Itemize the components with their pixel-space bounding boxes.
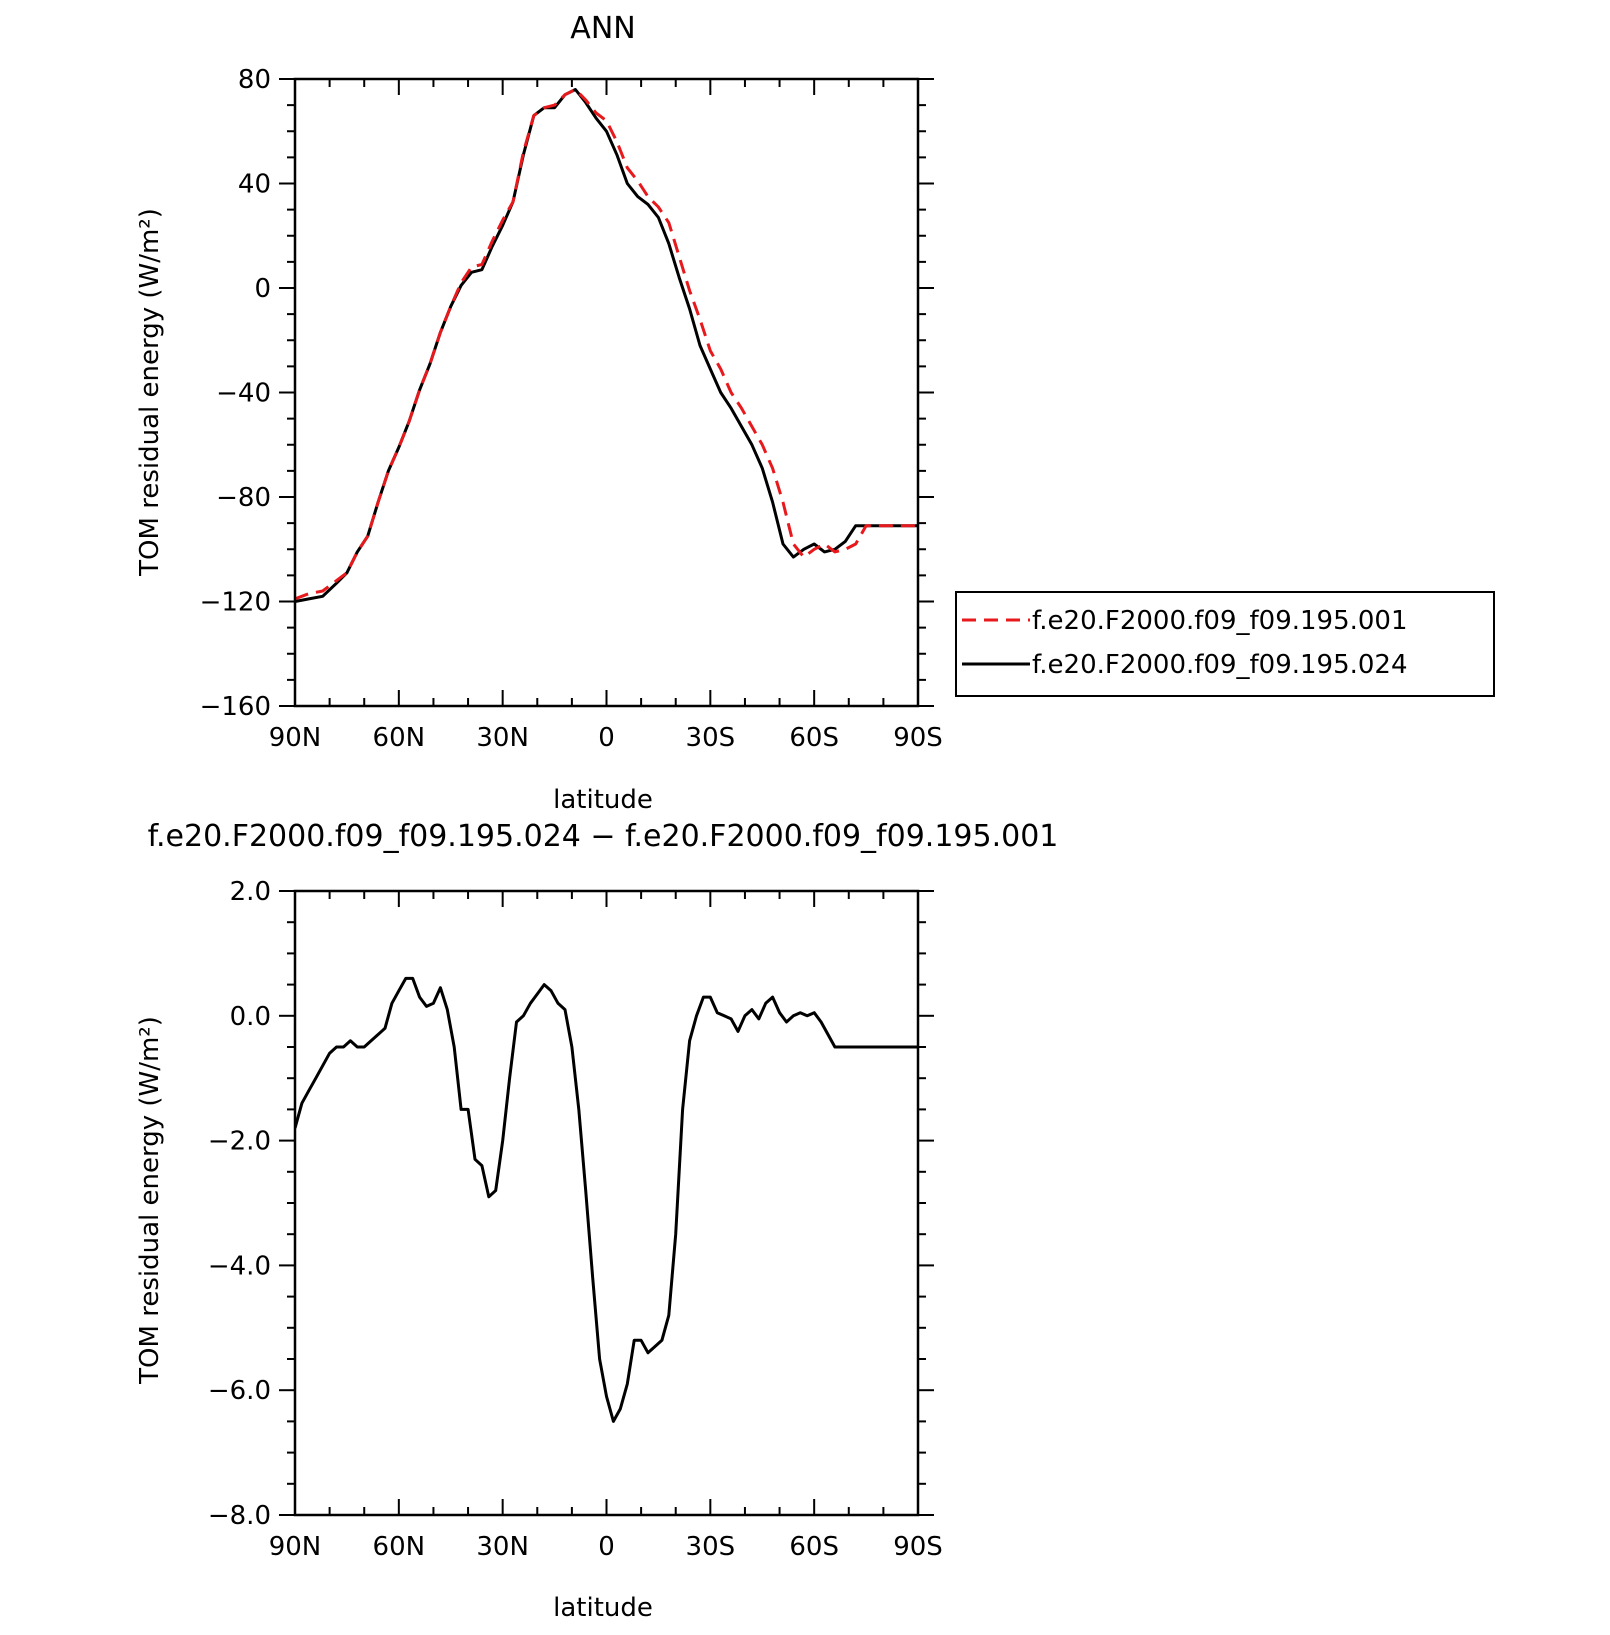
- panel-annual-mean: ANN 90N 60N 30N 0 30S 60S 90S 80 40 0 −40 −80 −120 −1…: [135, 11, 943, 815]
- plot-area: 90N 60N 30N 0 30S 60S 90S 80 40 0 −40 −80 −120 −160: [200, 65, 943, 753]
- legend: f.e20.F2000.f09_f09.195.001 f.e20.F2000.…: [955, 591, 1495, 697]
- y-tick-label: −4.0: [208, 1251, 271, 1281]
- y-tick-label: −2.0: [208, 1127, 271, 1157]
- x-tick-label: 30S: [686, 1532, 736, 1562]
- plot-area: 90N 60N 30N 0 30S 60S 90S 2.0 0.0 −2.0 −4.0 −6.0 −8.…: [208, 877, 943, 1562]
- x-axis-title: latitude: [553, 1593, 653, 1623]
- x-tick-label: 30S: [686, 723, 736, 753]
- legend-entry-001: f.e20.F2000.f09_f09.195.001: [962, 606, 1408, 636]
- x-tick-label: 0: [598, 723, 615, 753]
- x-tick-label: 60N: [373, 723, 426, 753]
- y-tick-label: −40: [216, 379, 271, 409]
- y-tick-label: 80: [238, 65, 271, 95]
- x-tick-label: 90S: [893, 723, 943, 753]
- y-tick-label: −6.0: [208, 1376, 271, 1406]
- y-tick-label: −160: [200, 692, 271, 722]
- y-tick-label: 40: [238, 170, 271, 200]
- x-tick-label: 90N: [269, 1532, 322, 1562]
- y-axis-title: TOM residual energy (W/m²): [135, 208, 165, 577]
- plot-frame: [293, 889, 920, 1517]
- legend-entry-024: f.e20.F2000.f09_f09.195.024: [962, 650, 1408, 680]
- legend-box: [955, 591, 1495, 697]
- x-tick-label: 60S: [789, 1532, 839, 1562]
- x-tick-label: 0: [598, 1532, 615, 1562]
- series-line-1: [295, 88, 918, 603]
- panel-title: ANN: [570, 11, 635, 46]
- y-tick-label: 0.0: [230, 1002, 271, 1032]
- legend-label-001: f.e20.F2000.f09_f09.195.001: [1032, 606, 1408, 636]
- y-tick-label: −80: [216, 483, 271, 513]
- x-tick-label: 60N: [373, 1532, 426, 1562]
- y-tick-label: 0: [254, 274, 271, 304]
- y-tick-label: −8.0: [208, 1501, 271, 1531]
- panel-title: f.e20.F2000.f09_f09.195.024 − f.e20.F200…: [148, 819, 1059, 854]
- y-tick-label: 2.0: [230, 877, 271, 907]
- x-tick-label: 30N: [476, 1532, 529, 1562]
- plot-frame: [293, 77, 920, 708]
- series-line-0: [295, 976, 918, 1423]
- y-tick-label: −120: [200, 588, 271, 618]
- x-tick-label: 60S: [789, 723, 839, 753]
- x-tick-label: 30N: [476, 723, 529, 753]
- series-line-0: [295, 88, 918, 601]
- x-tick-label: 90N: [269, 723, 322, 753]
- x-axis-title: latitude: [553, 785, 653, 815]
- panel-difference: f.e20.F2000.f09_f09.195.024 − f.e20.F200…: [135, 819, 1058, 1623]
- legend-label-024: f.e20.F2000.f09_f09.195.024: [1032, 650, 1408, 680]
- x-tick-label: 90S: [893, 1532, 943, 1562]
- y-axis-title: TOM residual energy (W/m²): [135, 1016, 165, 1385]
